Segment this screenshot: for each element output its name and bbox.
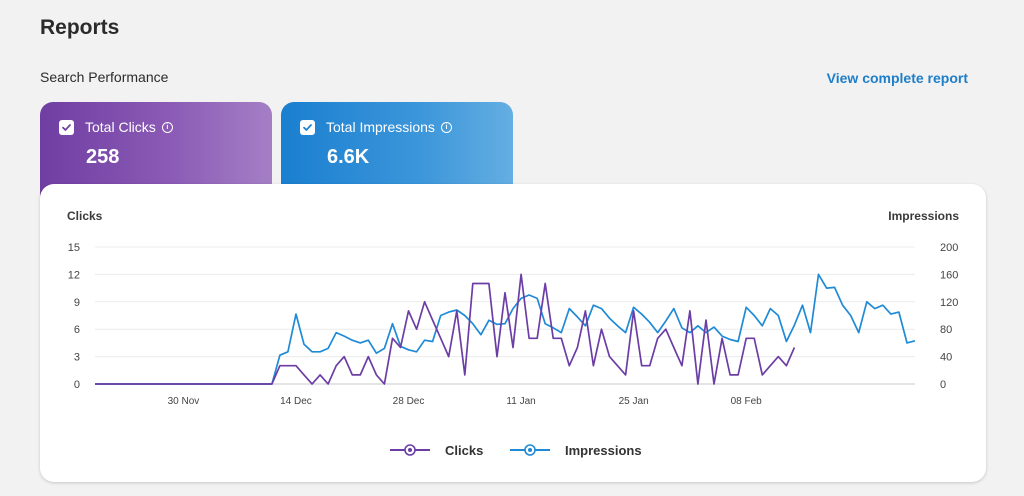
total-impressions-label: Total Impressions [326,119,435,135]
checkmark-icon [303,123,312,131]
view-complete-report-link[interactable]: View complete report [826,70,968,86]
total-impressions-value: 6.6K [327,146,370,168]
performance-chart: Clicks Impressions 0 0 3 40 6 80 9 120 12 160 15 200 3… [67,209,959,458]
y-axis-right-title: Impressions [888,209,959,223]
y-tick-left: 15 [68,242,80,254]
x-tick-label: 30 Nov [168,396,200,407]
x-tick-label: 08 Feb [731,396,763,407]
y-tick-right: 160 [940,269,958,281]
y-tick-right: 40 [940,352,952,364]
legend-clicks: Clicks [445,443,483,458]
x-tick-label: 25 Jan [619,396,649,407]
y-tick-right: 120 [940,297,958,309]
info-icon[interactable]: i [440,121,452,133]
total-impressions-tile[interactable]: Total Impressions i 6.6K [281,102,513,198]
total-clicks-checkbox[interactable] [59,119,74,135]
total-clicks-value: 258 [86,146,120,168]
y-tick-left: 0 [74,379,80,391]
x-tick-label: 14 Dec [280,396,312,407]
series-line-clicks [95,273,796,385]
legend-marker-dot [528,448,532,452]
page-title: Reports [40,16,120,39]
y-tick-right: 200 [940,242,958,254]
y-tick-right: 0 [940,379,946,391]
y-tick-left: 9 [74,297,80,309]
y-tick-left: 3 [74,352,80,364]
info-icon[interactable]: i [161,121,173,133]
total-clicks-tile[interactable]: Total Clicks i 258 [40,102,272,198]
y-tick-left: 6 [74,324,80,336]
checkmark-icon [62,123,71,131]
section-title: Search Performance [40,69,169,85]
y-tick-left: 12 [68,269,80,281]
y-axis-left-title: Clicks [67,209,103,223]
x-tick-label: 28 Dec [393,396,425,407]
total-clicks-label: Total Clicks [85,119,156,135]
y-tick-right: 80 [940,324,952,336]
legend-marker-dot [408,448,412,452]
x-tick-label: 11 Jan [506,396,535,407]
chart-card: Clicks Impressions 0 0 3 40 6 80 9 120 12 160 15 200 3… [40,184,986,482]
total-impressions-checkbox[interactable] [300,119,315,135]
legend-impressions: Impressions [565,443,642,458]
